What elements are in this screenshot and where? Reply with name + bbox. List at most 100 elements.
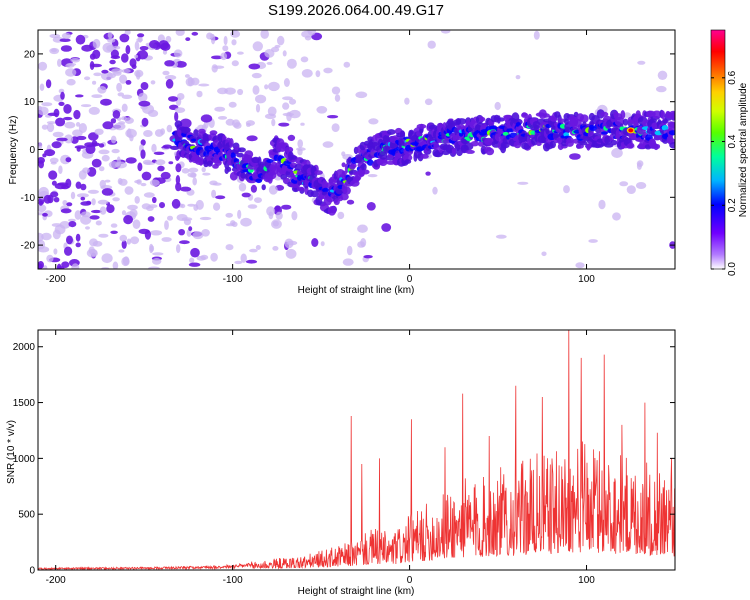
spectrogram-ridge-cell [497,117,505,122]
spectrogram-ridge-cell [620,110,626,120]
spectrogram-noise-cell [116,82,122,92]
spectrogram-noise-cell [75,122,81,127]
spectrogram-x-tick-label: 100 [578,274,595,285]
spectrogram-noise-cell [56,137,68,142]
spectrogram-noise-cell [149,243,154,254]
spectrogram-noise-cell [355,91,368,99]
spectrogram-ridge-cell [378,157,388,167]
spectrogram-noise-cell [121,103,128,113]
spectrogram-noise-cell [346,245,353,256]
spectrogram-noise-cell [137,162,143,172]
spectrogram-noise-cell [119,178,128,186]
spectrogram-noise-cell [126,238,132,245]
spectrogram-ridge-core [668,130,675,136]
spectrogram-noise-cell [51,141,62,149]
spectrogram-noise-cell [134,196,140,204]
spectrogram-noise-cell [283,78,290,87]
spectrogram-noise-cell [143,130,153,137]
spectrogram-ridge-cell [227,166,232,172]
spectrogram-noise-cell [43,265,48,269]
spectrogram-ridge-cell [465,149,475,154]
snr-x-tick-label: 0 [407,575,413,586]
colorbar-gradient [710,29,726,270]
spectrogram-noise-cell [92,80,97,85]
spectrogram-noise-cell [41,232,52,241]
spectrogram-ridge-cell [668,122,675,132]
spectrogram-ridge-hot [502,131,509,136]
spectrogram-noise-cell [89,249,98,257]
spectrogram-ridge-core [366,159,374,166]
spectrogram-noise-cell [248,63,261,70]
spectrogram-noise-cell [97,199,109,205]
spectrogram-noise-cell [278,122,290,127]
spectrogram-noise-cell [150,230,163,236]
spectrogram-noise-cell [52,131,64,138]
spectrogram-noise-cell [264,49,275,58]
spectrogram-noise-cell [210,252,218,262]
spectrogram-noise-cell [178,229,186,236]
spectrogram-ridge-cell [340,193,349,201]
spectrogram-ridge-cell [350,163,357,169]
spectrogram-noise-cell [297,148,303,156]
spectrogram-noise-cell [112,261,119,269]
spectrogram-noise-cell [255,94,267,104]
spectrogram-noise-cell [598,199,606,210]
spectrogram-ridge-cell [609,133,615,142]
spectrogram-noise-cell [98,143,105,148]
spectrogram-noise-cell [65,157,72,163]
spectrogram-ridge-cell [296,186,305,192]
spectrogram-noise-cell [252,85,260,95]
spectrogram-ridge-cell [237,147,246,153]
spectrogram-ridge-cell [404,159,412,164]
snr-y-tick-label: 1000 [13,454,36,465]
spectrogram-noise-cell [124,117,134,124]
spectrogram-noise-cell [147,216,155,222]
spectrogram-noise-cell [91,94,103,98]
spectrogram-noise-cell [41,124,49,130]
spectrogram-noise-cell [187,203,196,207]
spectrogram-noise-cell [141,171,152,181]
spectrogram-noise-cell [301,30,313,38]
spectrogram-noise-cell [151,143,157,153]
spectrogram-noise-cell [91,158,102,168]
spectrogram-noise-cell [121,116,127,121]
spectrogram-noise-cell [272,246,279,251]
spectrogram-ridge-cell [564,126,571,133]
colorbar-tick-label: 0.6 [727,70,738,84]
spectrogram-noise-cell [152,252,164,256]
snr-x-axis-label: Height of straight line (km) [298,586,415,597]
spectrogram-noise-cell [111,148,120,154]
spectrogram-ridge-cell [261,184,266,191]
spectrogram-noise-cell [495,234,507,239]
spectrogram-ridge-cell [456,118,467,125]
spectrogram-x-tick-label: -200 [46,274,66,285]
spectrogram-noise-cell [533,30,540,40]
spectrogram-noise-cell [255,103,261,113]
spectrogram-noise-cell [52,229,61,240]
spectrogram-noise-cell [187,172,197,178]
spectrogram-noise-cell [122,256,130,266]
spectrogram-noise-cell [38,61,48,71]
spectrogram-noise-cell [198,83,210,87]
spectrogram-noise-cell [140,182,147,187]
spectrogram-noise-cell [612,212,621,221]
spectrogram-noise-cell [125,157,137,164]
spectrogram-noise-cell [38,232,44,242]
spectrogram-noise-cell [343,61,351,68]
spectrogram-noise-cell [160,171,171,180]
spectrogram-noise-cell [84,76,91,81]
spectrogram-noise-cell [38,160,44,169]
spectrogram-noise-cell [323,67,333,74]
spectrogram-ridge-cell [402,153,413,162]
spectrogram-noise-cell [201,167,206,173]
spectrogram-noise-cell [81,44,93,52]
spectrogram-noise-cell [89,238,98,247]
spectrogram-noise-cell [129,134,134,142]
spectrogram-peak [628,128,634,133]
spectrogram-noise-cell [144,229,151,240]
spectrogram-noise-cell [51,223,62,227]
spectrogram-noise-cell [272,220,279,227]
spectrogram-noise-cell [141,117,149,127]
spectrogram-noise-cell [110,230,118,234]
